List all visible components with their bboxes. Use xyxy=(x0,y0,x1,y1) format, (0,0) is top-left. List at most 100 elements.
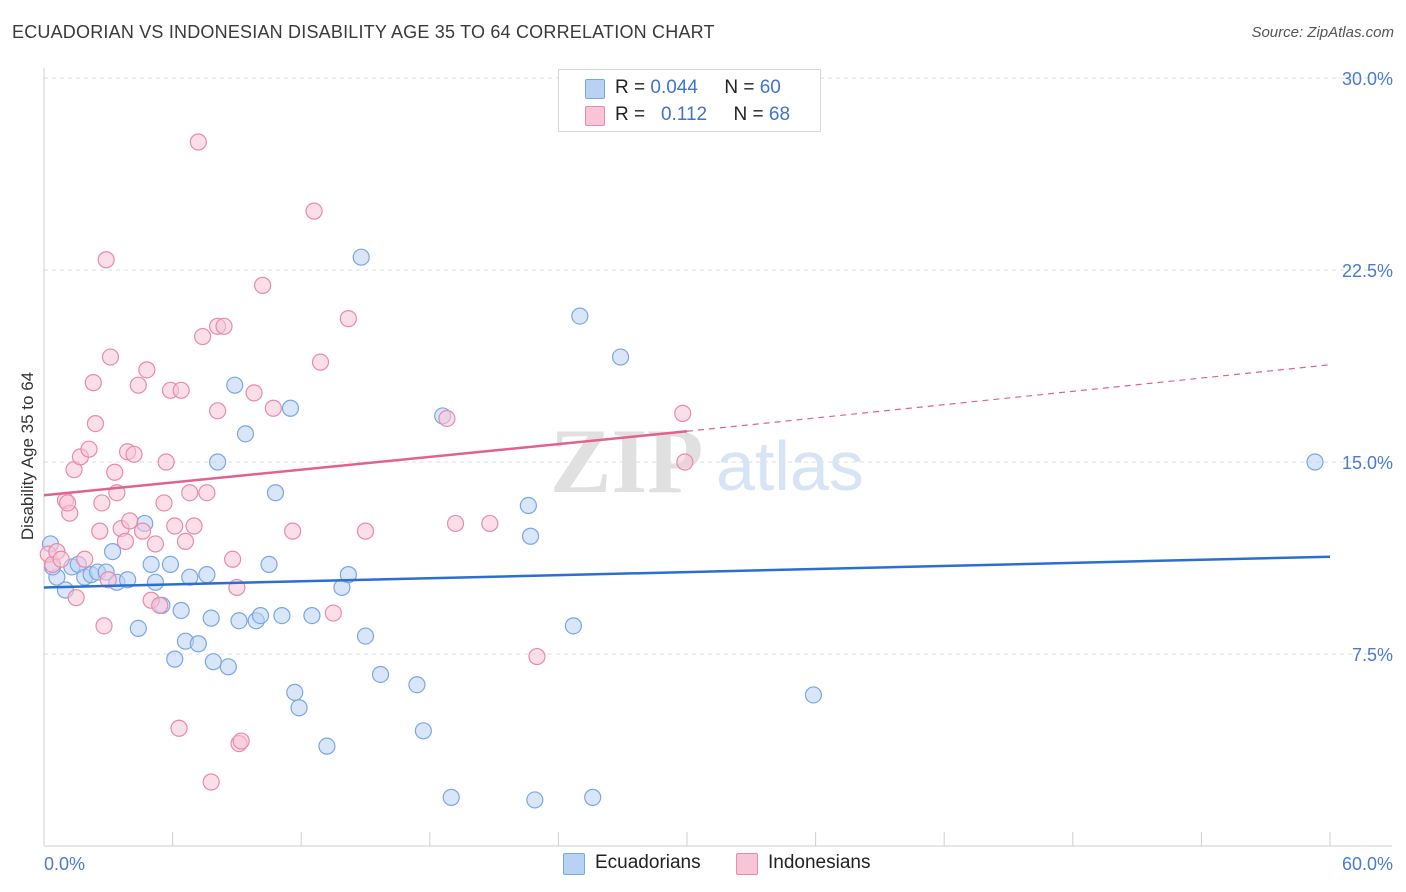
y-tick-label: 22.5% xyxy=(1342,261,1393,281)
indonesian-point xyxy=(95,617,113,635)
ecuadorian-point xyxy=(202,609,220,627)
indonesian-point xyxy=(101,348,120,366)
r-label: R = xyxy=(615,77,646,98)
ecuadorian-point xyxy=(161,555,180,574)
ecuadorian-point xyxy=(260,555,278,574)
data-points xyxy=(39,133,1324,809)
r-label: R = xyxy=(615,104,646,125)
indonesian-point xyxy=(93,494,111,512)
indonesian-point xyxy=(324,604,342,622)
indonesian-point xyxy=(176,532,195,550)
ecuadorian-point xyxy=(318,737,336,755)
indonesian-point xyxy=(58,494,77,512)
ecuadorian-point xyxy=(251,606,270,625)
ecuadorian-point xyxy=(414,722,432,740)
indonesian-point xyxy=(446,514,465,533)
indonesian-point xyxy=(185,517,203,535)
ecuadorian-point xyxy=(442,788,460,806)
ecuadorian-point xyxy=(611,348,630,366)
indonesian-point xyxy=(80,440,98,458)
indonesian-point xyxy=(97,251,115,269)
bottom-legend-label: Ecuadorians xyxy=(595,852,701,873)
r-value: 0.112 xyxy=(660,104,708,125)
ecuadorian-point xyxy=(371,665,390,684)
ecuadorian-point xyxy=(356,627,375,645)
ecuadorian-point xyxy=(290,699,308,717)
indonesian-point xyxy=(138,361,156,379)
indonesian-point xyxy=(172,381,190,399)
indonesian-point xyxy=(99,571,117,589)
indonesian-point xyxy=(674,404,692,422)
indonesian-point xyxy=(194,327,212,346)
indonesian-point xyxy=(528,647,546,666)
n-value: 60 xyxy=(759,77,781,98)
indonesian-point xyxy=(157,453,175,471)
bottom-legend-swatch-ecuadorians xyxy=(563,853,585,875)
indonesian-point xyxy=(305,202,323,220)
ecuadorian-point xyxy=(129,619,147,638)
indonesian-point xyxy=(198,484,216,502)
indonesian-point xyxy=(155,494,173,512)
n-label: N = xyxy=(724,77,755,98)
legend-swatch-ecuadorians xyxy=(585,79,605,99)
correlation-legend: R = 0.044 N = 60 R = 0.112 N = 68 xyxy=(558,69,821,132)
x-tick-label: 60.0% xyxy=(1342,854,1393,874)
bottom-legend-swatch-indonesians xyxy=(736,853,758,875)
indonesian-point xyxy=(129,376,147,394)
ecuadorian-point xyxy=(521,527,540,545)
indonesian-point xyxy=(106,463,124,481)
ecuadorian-point xyxy=(189,635,207,653)
tick-labels: 7.5% 15.0% 22.5% 30.0% 0.0% 60.0% xyxy=(44,69,1393,874)
ecuadorian-point xyxy=(1306,453,1324,471)
indonesian-point xyxy=(116,532,135,550)
ecuadorian-point xyxy=(352,248,370,266)
ecuadorian-point xyxy=(804,686,823,704)
indonesian-point xyxy=(170,719,188,737)
indonesian-point xyxy=(339,310,357,328)
ecuadorian-point xyxy=(166,650,184,668)
indonesian-trend-extension xyxy=(686,364,1331,432)
ecuadorian-point xyxy=(226,376,244,394)
indonesian-point xyxy=(189,133,207,151)
y-tick-label: 30.0% xyxy=(1342,69,1393,89)
legend-swatch-indonesians xyxy=(585,106,605,126)
ecuadorian-point xyxy=(564,617,583,635)
indonesian-point xyxy=(125,445,143,463)
ecuadorian-point xyxy=(339,566,357,584)
ecuadorian-point xyxy=(571,307,589,325)
source-label: Source: ZipAtlas.com xyxy=(1251,24,1394,41)
trend-lines xyxy=(43,364,1331,589)
ecuadorian-point xyxy=(142,555,160,574)
legend-stats: R = 0.112 N = 68 xyxy=(615,104,790,126)
ecuadorian-point xyxy=(584,788,602,806)
x-tick-label: 0.0% xyxy=(44,854,85,874)
indonesian-point xyxy=(284,522,302,540)
y-axis-label: Disability Age 35 to 64 xyxy=(18,372,37,540)
ecuadorian-point xyxy=(209,453,227,471)
indonesian-point xyxy=(264,399,282,417)
indonesian-point xyxy=(232,732,250,750)
chart-title: ECUADORIAN VS INDONESIAN DISABILITY AGE … xyxy=(12,22,715,42)
ecuadorian-point xyxy=(286,683,304,702)
n-label: N = xyxy=(733,104,764,125)
indonesian-point xyxy=(76,550,94,568)
indonesian-point xyxy=(202,773,220,791)
ecuadorian-point xyxy=(172,601,190,620)
ecuadorian-point xyxy=(198,566,216,584)
ecuadorian-point xyxy=(281,399,300,417)
indonesian-point xyxy=(91,522,109,540)
indonesian-trend-line xyxy=(43,430,688,497)
ecuadorian-point xyxy=(519,496,537,515)
ecuadorian-point xyxy=(236,425,255,443)
indonesian-point xyxy=(215,317,233,335)
indonesian-point xyxy=(52,550,70,568)
ecuadorian-point xyxy=(204,653,222,671)
watermark-atlas: atlas xyxy=(716,427,864,505)
indonesian-point xyxy=(224,550,242,568)
indonesian-point xyxy=(676,453,694,471)
indonesian-point xyxy=(67,589,85,607)
ecuadorian-point xyxy=(408,676,426,694)
bottom-legend-label: Indonesians xyxy=(768,852,871,873)
indonesian-point xyxy=(311,353,330,371)
indonesian-point xyxy=(209,402,227,420)
